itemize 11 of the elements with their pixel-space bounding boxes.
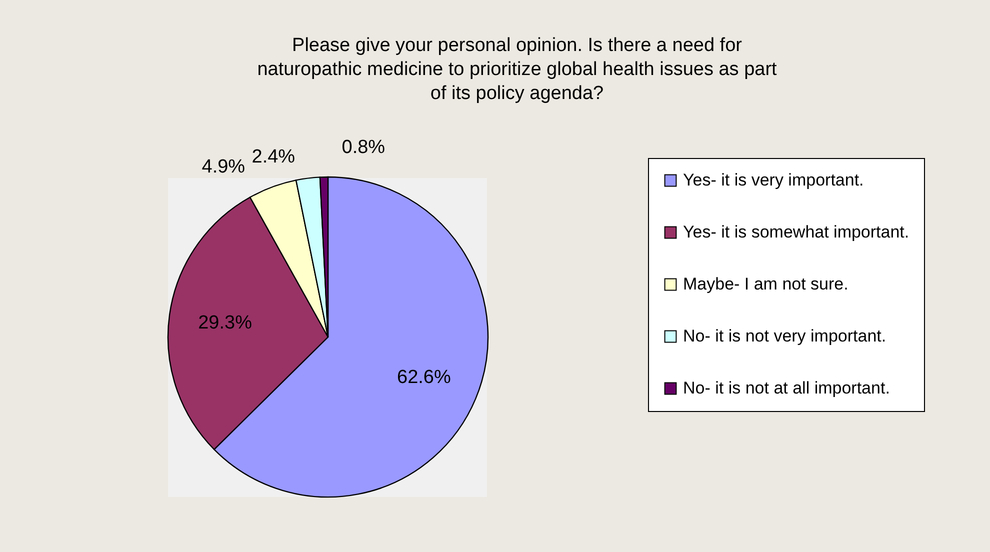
legend-label: Maybe- I am not sure. [683, 274, 848, 294]
data-label: 2.4% [252, 146, 296, 168]
chart-title: Please give your personal opinion. Is there a need for naturopathic medicine to prioritize global health issues as part of its policy agenda? [257, 35, 778, 104]
data-label: 0.8% [342, 137, 386, 158]
legend-label: Yes- it is very important. [683, 170, 864, 190]
data-label: 62.6% [397, 367, 451, 388]
data-label: 4.9% [202, 156, 246, 178]
legend-label: No- it is not at all important. [683, 378, 890, 398]
legend-label: No- it is not very important. [683, 326, 886, 346]
data-label: 29.3% [198, 312, 252, 334]
legend-label: Yes- it is somewhat important. [683, 222, 910, 242]
